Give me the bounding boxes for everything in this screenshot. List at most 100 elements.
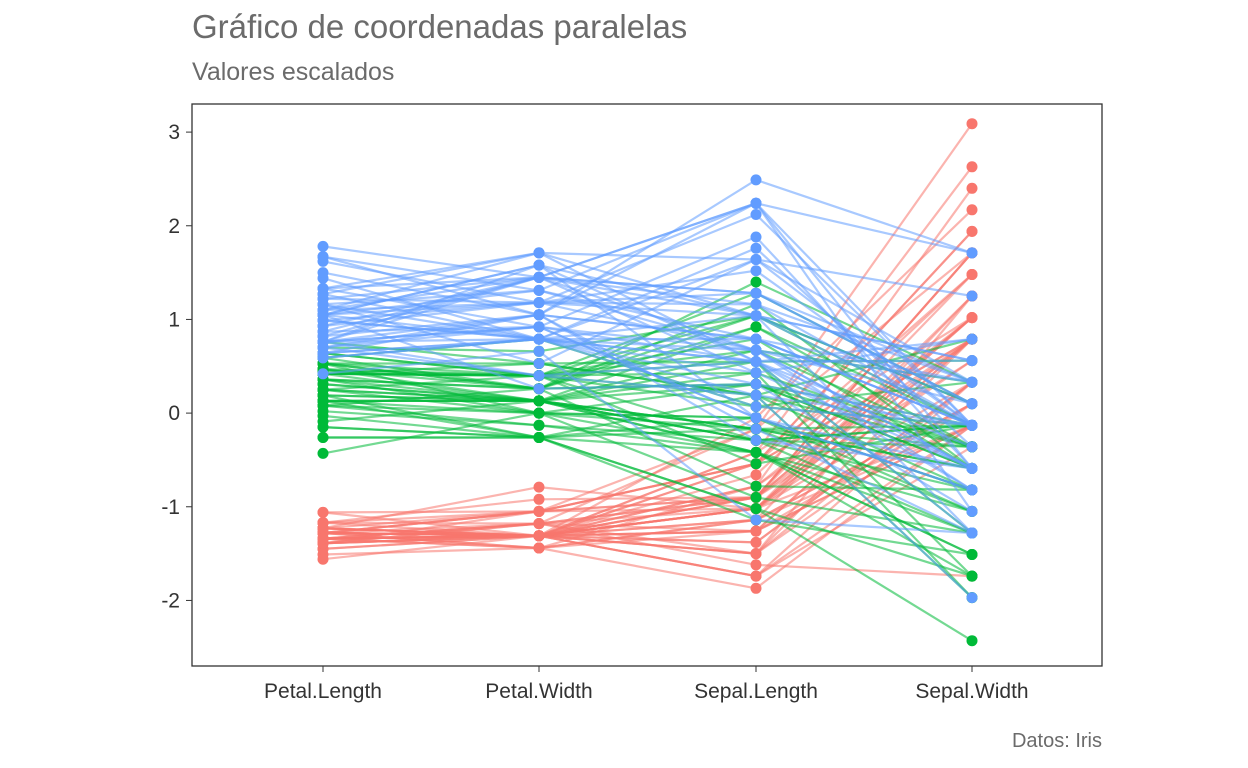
series-2-point-32-1 [533, 284, 545, 296]
series-2-point-34-1 [533, 383, 545, 395]
series-0-point-22-0 [317, 553, 329, 565]
series-0-point-48-2 [750, 469, 762, 481]
series-2-line-46 [322, 325, 973, 534]
series-0-point-45-2 [750, 525, 762, 537]
series-0-point-44-0 [317, 506, 329, 518]
series-0-point-48-3 [966, 269, 978, 280]
series-2-line-27 [322, 337, 973, 427]
series-2-point-13-2 [750, 423, 762, 435]
series-2-point-40-1 [533, 259, 545, 271]
series-0-point-41-2 [750, 559, 762, 571]
series-0-line-43 [322, 316, 973, 530]
series-1-line-48 [322, 411, 973, 535]
series-0-point-47-2 [750, 548, 762, 560]
chart-caption: Datos: Iris [1011, 730, 1102, 752]
series-0-point-13-2 [750, 582, 762, 594]
series-2-point-38-2 [750, 389, 762, 401]
series-1-point-48-2 [750, 491, 762, 503]
series-2-point-6-1 [533, 345, 545, 357]
series-0-line-48 [322, 273, 973, 537]
series-1-point-49-0 [317, 389, 329, 401]
series-2-line-43 [322, 276, 973, 384]
series-2-point-41-2 [750, 287, 762, 299]
series-2-point-49-2 [750, 401, 762, 412]
series-2-point-37-2 [750, 344, 762, 356]
x-tick-label-sepal-length: Sepal.Length [694, 680, 818, 703]
series-2-line-44 [322, 251, 973, 362]
series-2-point-48-3 [966, 333, 978, 345]
series-0-point-37-1 [533, 542, 545, 554]
series-2-point-29-1 [533, 358, 545, 369]
series-2-line-9 [322, 251, 973, 298]
series-2-point-46-1 [533, 321, 545, 333]
series-0-point-43-1 [533, 481, 545, 493]
series-0-point-15-3 [966, 118, 978, 130]
y-tick-label: 1 [168, 308, 180, 331]
series-0-line-49 [322, 359, 973, 540]
series-2-point-29-2 [750, 254, 762, 265]
series-1-point-47-0 [317, 378, 329, 390]
series-2-line-35 [322, 202, 973, 427]
series-2-point-42-2 [750, 412, 762, 424]
series-0-line-31 [322, 338, 973, 535]
series-1-point-30-1 [533, 419, 545, 431]
series-2-point-43-0 [317, 293, 329, 305]
series-2-point-48-2 [750, 367, 762, 379]
series-2-point-30-2 [750, 231, 762, 243]
series-2-point-38-0 [317, 352, 329, 364]
series-0-point-42-2 [750, 570, 762, 582]
series-1-line-43 [323, 436, 973, 578]
series-0-point-49-1 [533, 530, 545, 542]
y-tick-label: -1 [161, 496, 180, 519]
series-1-point-10-3 [966, 635, 978, 647]
chart-title: Gráfico de coordenadas paralelas [192, 8, 688, 45]
series-0-point-49-0 [317, 533, 329, 545]
series-2-point-42-3 [966, 484, 978, 496]
series-2-point-41-3 [966, 398, 978, 410]
series-2-point-35-0 [317, 283, 329, 294]
series-2-point-34-2 [750, 378, 762, 390]
series-2-line-48 [322, 276, 973, 374]
series-2-point-35-2 [750, 197, 762, 209]
series-1-line-45 [322, 388, 973, 431]
series-0-point-16-3 [966, 225, 978, 237]
series-0-point-32-3 [966, 182, 978, 194]
series-1-point-34-2 [750, 458, 762, 470]
series-2-line-31 [322, 178, 973, 316]
series-2-point-7-3 [966, 441, 978, 453]
series-0-line-37 [322, 295, 973, 550]
series-1-point-31-0 [317, 410, 329, 422]
series-2-point-43-3 [966, 376, 978, 388]
series-1-point-43-2 [750, 503, 762, 515]
series-2-point-49-3 [966, 419, 978, 431]
plot-panel-border [191, 103, 1103, 667]
series-points [317, 118, 978, 647]
x-tick-label-petal-width: Petal.Width [485, 680, 592, 703]
series-2-line-45 [322, 276, 973, 427]
series-2-point-19-3 [966, 592, 978, 604]
series-2-point-6-2 [750, 514, 762, 526]
series-1-point-43-1 [533, 432, 545, 443]
y-tick-label: 0 [168, 402, 180, 425]
series-0-point-29-2 [750, 536, 762, 548]
series-2-point-45-2 [750, 310, 762, 322]
series-1-point-0-2 [750, 276, 762, 288]
series-2-point-33-1 [533, 370, 545, 382]
series-0-point-23-1 [533, 493, 545, 505]
series-2-point-33-3 [966, 462, 978, 474]
y-tick-label: -2 [161, 589, 180, 612]
series-2-line-38 [322, 337, 973, 427]
series-2-point-34-3 [966, 505, 978, 517]
series-2-point-44-1 [533, 247, 545, 259]
series-2-line-25 [322, 258, 973, 384]
series-0-line-13 [322, 424, 973, 590]
series-2-point-48-0 [317, 320, 329, 332]
series-1-point-9-2 [750, 480, 762, 492]
series-2-point-31-2 [750, 174, 762, 186]
series-2-point-2-2 [750, 265, 762, 277]
series-1-point-31-3 [966, 549, 978, 560]
x-tick-label-petal-length: Petal.Length [264, 680, 382, 703]
series-0-point-45-1 [533, 518, 545, 530]
y-tick-label: 3 [168, 121, 180, 144]
